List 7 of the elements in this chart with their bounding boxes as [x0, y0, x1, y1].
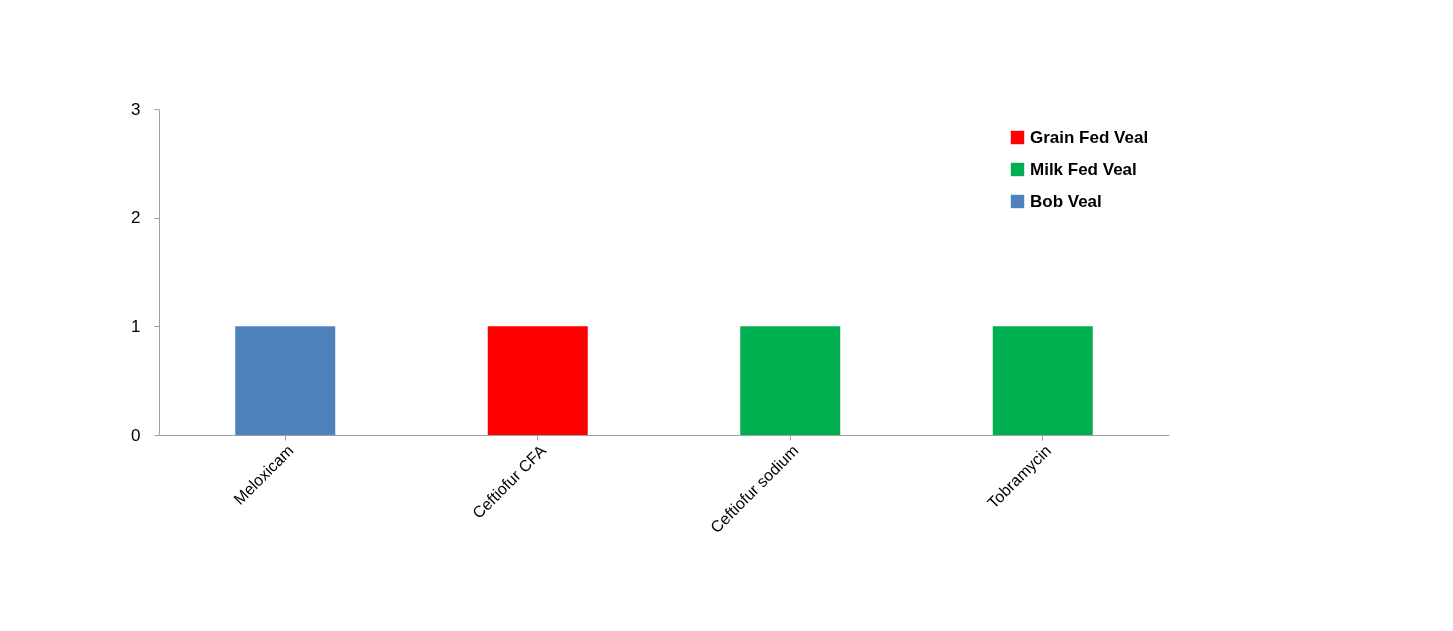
y-tick-label: 3 [131, 99, 141, 119]
y-tick-label: 2 [131, 208, 141, 228]
legend-label: Grain Fed Veal [1030, 127, 1149, 147]
legend-label: Bob Veal [1030, 191, 1102, 211]
legend-label: Milk Fed Veal [1030, 159, 1137, 179]
y-tick-label: 0 [131, 425, 141, 445]
y-tick-label: 1 [131, 316, 141, 336]
